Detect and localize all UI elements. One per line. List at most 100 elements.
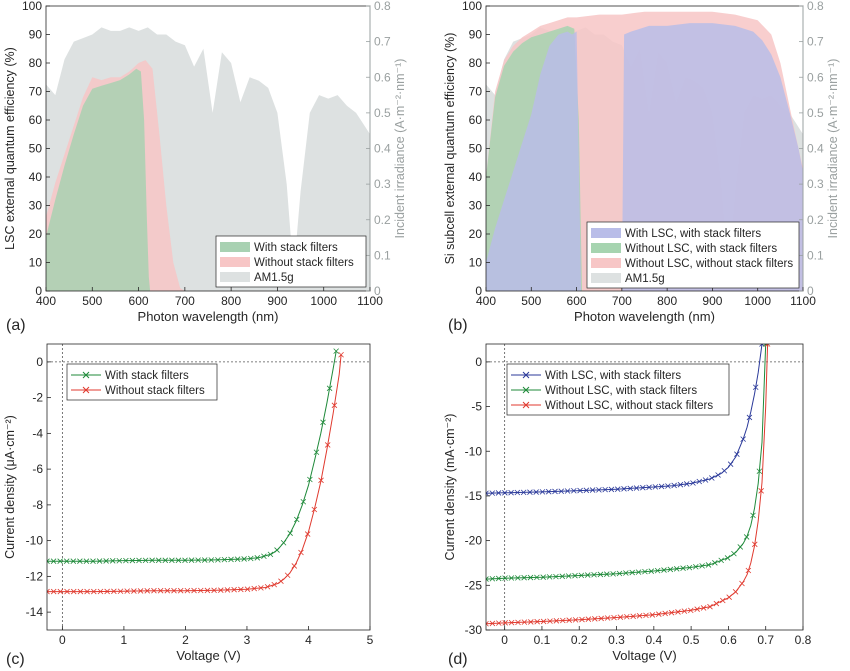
x-tick-label: 500 [521,294,541,308]
x-tick-label: 0.4 [645,633,662,647]
data-point [77,558,83,564]
legend-swatch [220,242,250,252]
y-tick-label: -30 [465,623,483,637]
data-point [338,351,344,358]
x-tick-label: 0.1 [534,633,551,647]
data-point [527,489,533,495]
data-point [686,564,693,571]
data-point [47,558,50,564]
data-point [572,617,579,623]
data-point [195,557,201,563]
y-right-tick-label: 0.3 [374,177,391,191]
legend-marker [522,386,530,394]
data-point [583,487,590,494]
y-right-tick-label: 0.5 [807,106,824,120]
data-point [732,589,739,595]
markers-series-1 [486,344,769,582]
data-point [109,558,116,564]
legend-label: With stack filters [254,242,338,254]
data-point [702,477,709,483]
data-point [667,566,674,573]
panel-a-chart: 400 500 600 700 800 900 1000 110001020304050607… [3,0,407,334]
data-point [627,485,634,492]
y-tick-label: -20 [465,534,483,548]
y-tick-label: 10 [29,256,43,270]
data-point [649,612,656,618]
legend-box [506,363,730,416]
data-point [171,587,177,594]
data-point [721,467,728,474]
data-point [746,414,753,421]
data-point [320,419,326,426]
data-point [750,512,756,519]
y-tick-label: 0 [475,284,482,298]
data-point [520,489,527,496]
data-point [584,572,591,578]
x-axis-label: Voltage (V) [176,648,240,663]
x-tick-label: 800 [221,294,241,308]
data-point [124,588,130,594]
x-tick-label: 600 [129,294,149,308]
data-point [508,489,514,496]
y-tick-label: 40 [29,170,43,184]
y-right-tick-label: 0 [807,284,814,298]
data-point [496,620,502,626]
data-point [514,489,521,496]
data-point [224,587,231,593]
data-point [300,498,307,505]
data-point [177,587,184,594]
data-point [228,556,234,563]
y-tick-label: -14 [26,605,44,619]
legend-label: Without stack filters [254,257,354,269]
data-point [662,610,668,617]
data-point [331,402,338,409]
data-point [57,588,64,595]
y-tick-label: 50 [29,142,43,156]
markers-series-0 [47,348,339,564]
data-point [83,558,90,564]
data-point [602,486,608,493]
y-axis-label: Current density (mA·cm⁻²) [443,414,457,561]
panel-label: (c) [6,651,25,668]
y-tick-label: 10 [469,256,483,270]
data-point [709,475,715,481]
y-tick-label: 0 [475,355,482,369]
data-point [564,488,571,494]
data-point [50,558,57,564]
data-point [204,587,211,594]
y-tick-label: 30 [469,199,483,213]
panel-label: (d) [448,651,468,668]
data-point [577,487,583,494]
data-point [611,614,617,621]
axes-frame [46,343,371,631]
data-point [208,557,215,563]
x-tick-label: 2 [182,633,189,647]
data-point [745,567,752,574]
y-tick-label: 100 [462,0,482,13]
data-point [151,587,157,594]
data-point [673,566,680,572]
y-tick-label: 30 [29,199,43,213]
y-right-tick-label: 0.7 [374,35,391,49]
legend-swatch [220,257,250,267]
legend-swatch [591,273,621,283]
data-point [565,573,572,579]
data-point [486,620,489,627]
data-point [97,588,104,595]
y-tick-label: -6 [32,462,43,476]
data-point [700,605,707,611]
data-point [96,558,103,564]
data-point [287,530,293,536]
data-point [553,573,559,580]
legend-label: Without LSC, without stack filters [545,400,713,412]
data-point [707,603,713,610]
legend-label: Without LSC, without stack filters [625,258,793,270]
legend-label: With LSC, with stack filters [625,228,761,240]
y-tick-label: -15 [465,489,483,503]
data-point [495,575,502,582]
x-tick-label: 900 [702,294,722,308]
legend: With LSC, with stack filters Without LSC,… [506,363,730,416]
data-point [137,588,144,594]
data-point [280,539,287,546]
data-point [636,613,643,619]
